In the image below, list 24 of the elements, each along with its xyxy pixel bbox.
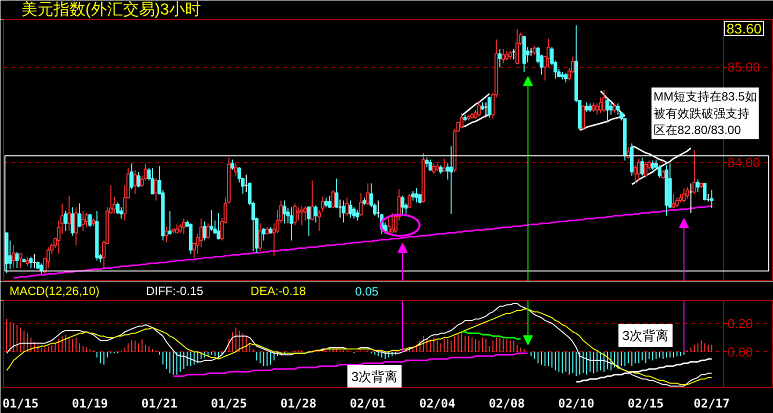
text: DIFF:-0.15 [146,284,204,298]
x-tick-label: 02/17 [694,396,730,410]
annotation: 3次背离 [351,369,398,384]
text: 0.05 [355,284,379,298]
x-tick-label: 02/08 [488,396,525,410]
x-tick-label: 01/15 [2,396,39,410]
x-tick-label: 01/21 [141,396,178,410]
x-tick-label: 02/10 [558,396,594,410]
chart-title: 美元指数(外汇交易)3小时 [21,0,201,18]
annotation: 3次背离 [622,328,669,343]
text: DEA:-0.18 [250,284,306,298]
y-tick-label: 0.00 [728,344,753,360]
y-tick-label: 0.20 [728,316,753,331]
chart-title: MACD(12,26,10) [9,284,100,298]
x-tick-label: 02/15 [628,396,664,410]
y-tick-label: 85.00 [728,60,760,75]
x-tick-label: 02/01 [350,396,386,410]
x-tick-label: 01/25 [210,396,247,410]
text: 83.60 [726,20,762,36]
x-tick-label: 01/28 [280,396,316,410]
annotation: MM短支持在83.5如被有效跌破强支持区在82.80/83.00 [654,90,757,138]
x-tick-label: 01/19 [72,396,108,410]
x-tick-label: 02/04 [419,396,456,410]
y-tick-label: 84.00 [728,154,760,170]
